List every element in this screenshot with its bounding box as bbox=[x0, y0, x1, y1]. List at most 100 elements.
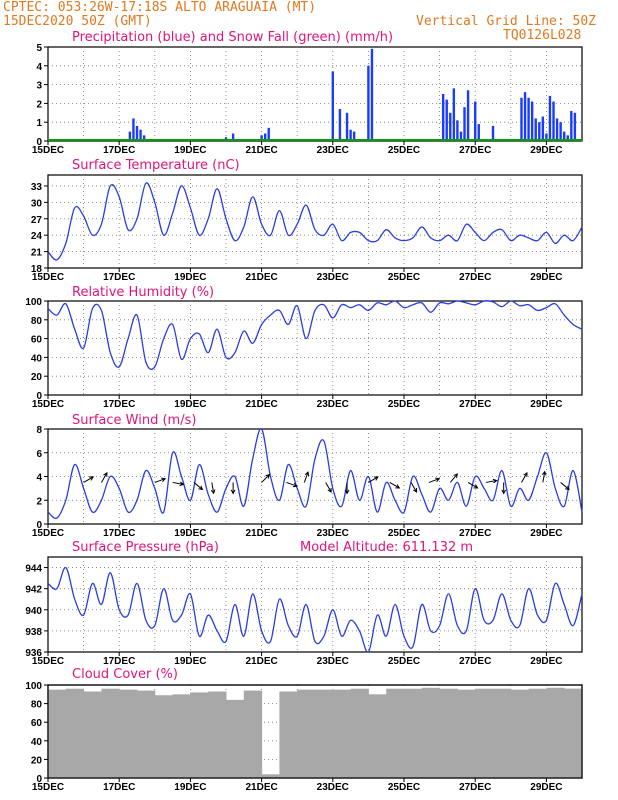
cloud-bar bbox=[475, 688, 494, 778]
x-tick-label: 19DEC bbox=[174, 272, 206, 283]
panel-title: Surface Wind (m/s) bbox=[72, 413, 196, 428]
y-tick-label: 4 bbox=[36, 473, 42, 484]
y-tick-label: 40 bbox=[31, 353, 43, 364]
x-tick-label: 19DEC bbox=[174, 399, 206, 410]
x-tick-label: 21DEC bbox=[245, 656, 277, 667]
wind-arrow-head bbox=[473, 484, 479, 489]
series-line bbox=[47, 182, 583, 261]
y-tick-label: 1 bbox=[36, 118, 42, 129]
precip-bar bbox=[527, 97, 530, 141]
wind-arrow-head bbox=[523, 472, 528, 477]
precip-bar bbox=[555, 118, 559, 141]
cloud-bar bbox=[154, 695, 174, 778]
wind-arrow-head bbox=[230, 489, 236, 495]
x-tick-label: 29DEC bbox=[530, 656, 562, 667]
precip-bar bbox=[132, 118, 135, 141]
wind-arrow-shaft bbox=[303, 471, 309, 483]
precip-bar bbox=[563, 131, 566, 141]
cloud-bar bbox=[279, 691, 298, 778]
wind-arrow-shaft bbox=[410, 482, 418, 493]
x-tick-label: 27DEC bbox=[459, 145, 491, 156]
series-line bbox=[47, 428, 583, 520]
x-tick-label: 17DEC bbox=[103, 399, 135, 410]
wind-arrow-head bbox=[265, 473, 271, 479]
x-tick-label: 23DEC bbox=[317, 656, 349, 667]
precip-bar bbox=[370, 48, 374, 141]
y-tick-label: 938 bbox=[25, 627, 42, 638]
panel-frame bbox=[47, 174, 583, 269]
precip-bar bbox=[459, 131, 463, 141]
panel-frame bbox=[47, 46, 583, 142]
precip-bar bbox=[135, 125, 139, 141]
precip-bar bbox=[566, 135, 569, 141]
y-tick-label: 33 bbox=[31, 182, 43, 193]
y-tick-label: 27 bbox=[31, 215, 43, 226]
cloud-bar bbox=[350, 688, 369, 778]
precip-bar bbox=[452, 88, 456, 141]
x-tick-label: 29DEC bbox=[530, 272, 562, 283]
wind-arrow-shaft bbox=[467, 482, 478, 489]
model-code: TQ0126L028 bbox=[503, 28, 582, 43]
x-tick-label: 19DEC bbox=[174, 145, 206, 156]
wind-arrow-shaft bbox=[368, 476, 379, 483]
wind-arrow-shaft bbox=[154, 478, 166, 483]
x-tick-label: 17DEC bbox=[103, 656, 135, 667]
wind-arrow-head bbox=[453, 473, 459, 479]
cloud-bar bbox=[510, 689, 530, 778]
x-tick-label: 15DEC bbox=[32, 399, 64, 410]
x-tick-label: 23DEC bbox=[317, 782, 349, 793]
x-tick-label: 15DEC bbox=[32, 528, 64, 539]
series-line bbox=[47, 566, 583, 653]
wind-arrow-head bbox=[161, 477, 167, 483]
wind-arrow-shaft bbox=[485, 480, 497, 483]
y-tick-label: 0 bbox=[36, 391, 42, 402]
cloud-bar bbox=[368, 694, 387, 778]
x-tick-label: 25DEC bbox=[388, 145, 420, 156]
y-tick-label: 2 bbox=[36, 496, 42, 507]
x-tick-label: 23DEC bbox=[317, 399, 349, 410]
precip-bar bbox=[534, 118, 537, 141]
cloud-bar bbox=[297, 689, 316, 778]
precip-bar bbox=[128, 131, 132, 141]
wind-arrow-shaft bbox=[286, 481, 298, 487]
y-tick-label: 24 bbox=[31, 231, 43, 242]
panel-title: Precipitation (blue) and Snow Fall (gree… bbox=[72, 30, 393, 45]
cloud-bar bbox=[421, 687, 441, 778]
x-tick-label: 17DEC bbox=[103, 272, 135, 283]
y-tick-label: 942 bbox=[25, 585, 42, 596]
x-tick-label: 23DEC bbox=[317, 528, 349, 539]
y-tick-label: 4 bbox=[36, 62, 42, 73]
cloud-bar bbox=[101, 688, 120, 778]
y-tick-label: 60 bbox=[31, 335, 43, 346]
wind-arrow-head bbox=[89, 476, 95, 481]
x-tick-label: 21DEC bbox=[245, 272, 277, 283]
wind-arrow-head bbox=[327, 487, 332, 493]
x-tick-label: 29DEC bbox=[530, 145, 562, 156]
panel-frame bbox=[47, 556, 583, 653]
wind-arrow-head bbox=[492, 478, 498, 484]
wind-arrow-head bbox=[198, 485, 204, 491]
x-tick-label: 17DEC bbox=[103, 145, 135, 156]
precip-bar bbox=[530, 101, 534, 141]
wind-arrow-shaft bbox=[428, 478, 440, 483]
precip-bar bbox=[520, 97, 523, 141]
precip-bar bbox=[538, 122, 541, 141]
precip-bar bbox=[548, 95, 552, 141]
panel-frame bbox=[47, 300, 583, 396]
series-line bbox=[47, 300, 583, 370]
precip-bar bbox=[338, 109, 342, 141]
wind-arrow-shaft bbox=[389, 482, 400, 489]
wind-arrow-shaft bbox=[261, 474, 270, 483]
cloud-bar bbox=[457, 689, 476, 778]
x-tick-label: 25DEC bbox=[388, 528, 420, 539]
precip-bar bbox=[260, 135, 263, 141]
wind-arrow-head bbox=[292, 482, 298, 488]
precip-bar bbox=[545, 133, 548, 141]
x-tick-label: 21DEC bbox=[245, 782, 277, 793]
y-tick-label: 21 bbox=[31, 248, 43, 259]
x-tick-label: 19DEC bbox=[174, 782, 206, 793]
precip-bar bbox=[367, 65, 370, 141]
y-tick-label: 2 bbox=[36, 99, 42, 110]
cloud-bar bbox=[226, 699, 245, 778]
